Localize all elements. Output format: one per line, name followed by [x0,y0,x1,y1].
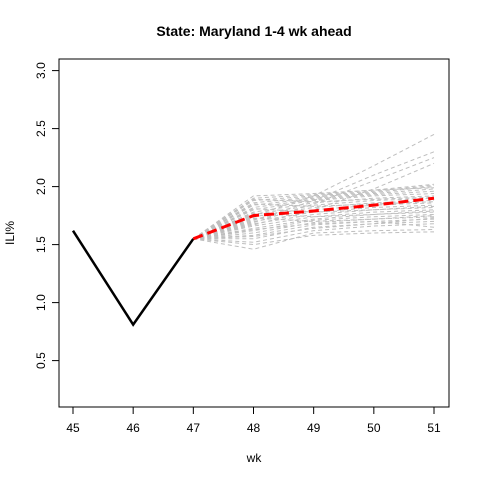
trajectory-line [193,157,435,240]
trajectory-line [193,229,435,250]
trajectory-line [193,209,435,240]
trajectory-line [193,133,435,240]
trajectory-line [193,202,435,240]
trajectory-line [193,190,435,240]
x-tick-label: 51 [427,421,441,435]
trajectory-line [193,217,435,240]
observed-line [71,230,195,327]
y-axis: 0.5 1.0 1.5 2.0 2.5 3.0 [34,62,60,369]
mean-layer [192,196,435,241]
trajectory-line [193,195,435,240]
trajectory-line [193,204,435,240]
y-tick-label: 0.5 [34,352,48,369]
trajectory-line [193,216,435,240]
y-tick-label: 2.0 [34,178,48,195]
trajectory-line [193,220,435,240]
trajectory-line [193,201,435,240]
x-tick-label: 48 [247,421,261,435]
trajectory-line [193,196,435,240]
observed-layer [71,230,195,327]
trajectory-line [193,197,435,240]
trajectory-line [193,188,435,240]
x-axis-label: wk [246,451,263,465]
trajectory-line [193,220,435,240]
trajectory-line [193,211,435,240]
trajectory-line [193,213,435,240]
forecast-mean-line [192,196,435,241]
trajectory-line [193,210,435,240]
y-axis-label: ILI% [3,221,17,245]
trajectory-line [193,223,435,243]
x-tick-label: 50 [367,421,381,435]
x-tick-label: 46 [126,421,140,435]
trajectory-line [193,183,435,240]
y-tick-label: 2.5 [34,120,48,137]
trajectories-layer [193,133,435,250]
trajectory-line [193,206,435,240]
trajectory-line [193,187,435,240]
chart-title: State: Maryland 1-4 wk ahead [156,23,351,39]
x-tick-label: 49 [307,421,321,435]
y-tick-label: 3.0 [34,62,48,79]
x-axis: 45 46 47 48 49 50 51 [66,406,441,435]
trajectory-line [193,184,435,240]
y-tick-label: 1.5 [34,236,48,253]
trajectory-line [193,200,435,240]
y-tick-label: 1.0 [34,294,48,311]
trajectory-line [193,151,435,240]
x-tick-label: 45 [66,421,80,435]
trajectory-line [193,215,435,240]
trajectory-line [193,186,435,240]
trajectory-line [193,218,435,240]
trajectory-line [193,231,435,246]
x-tick-label: 47 [187,421,201,435]
